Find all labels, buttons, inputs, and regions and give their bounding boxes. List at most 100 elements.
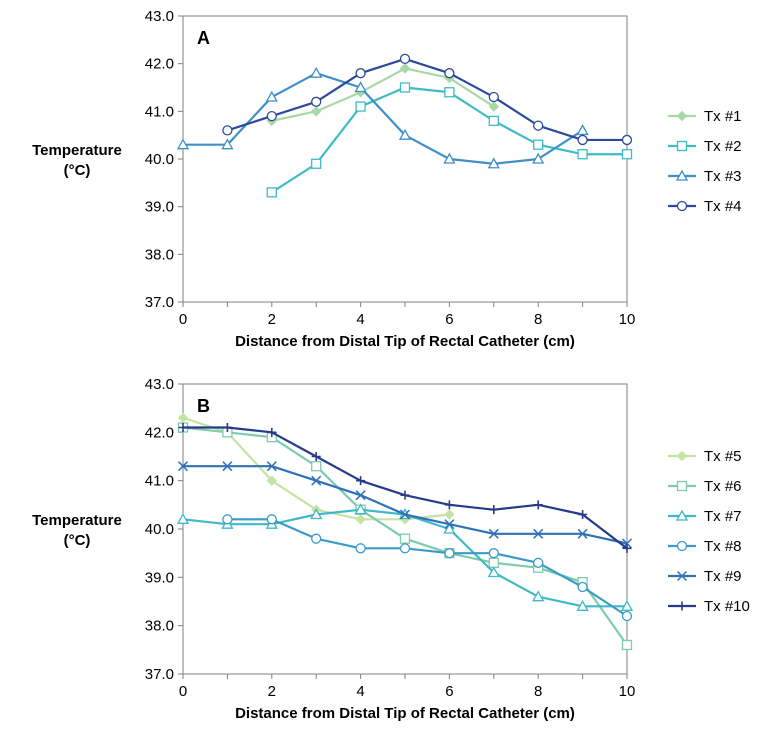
data-point (176, 138, 190, 150)
data-point (399, 533, 411, 544)
data-point (399, 82, 411, 93)
data-point (310, 106, 322, 117)
y-tick-label: 43.0 (145, 8, 174, 25)
series-line (227, 57, 627, 142)
data-point (399, 53, 411, 65)
series-tx3 (176, 66, 589, 169)
data-point (443, 152, 456, 164)
data-point (355, 514, 366, 525)
data-point (354, 81, 367, 93)
data-point (222, 461, 233, 472)
data-point (577, 581, 588, 593)
data-point (577, 528, 588, 539)
legend-label: Tx #4 (704, 198, 742, 215)
y-tick-label: 37.0 (145, 666, 174, 683)
data-point (177, 412, 189, 424)
legend-marker (675, 509, 689, 521)
legend-item-tx7: Tx #7 (668, 508, 742, 525)
legend-label: Tx #6 (704, 478, 742, 495)
x-axis-title: Distance from Distal Tip of Rectal Cathe… (235, 333, 575, 350)
data-point (489, 505, 499, 515)
legend-marker (675, 169, 689, 181)
data-point (576, 599, 589, 611)
data-point (311, 475, 322, 486)
data-point (487, 157, 500, 169)
data-point (311, 158, 322, 169)
y-tick-label: 42.0 (145, 56, 174, 73)
legend-marker (677, 601, 687, 611)
data-point (178, 423, 188, 432)
y-tick-label: 41.0 (145, 473, 174, 490)
data-point (267, 427, 277, 437)
x-axis-title: Distance from Distal Tip of Rectal Cathe… (235, 705, 575, 722)
series-line (271, 86, 627, 194)
data-point (444, 548, 455, 559)
y-tick-label: 37.0 (145, 294, 174, 311)
data-point (265, 90, 278, 102)
data-point (621, 134, 633, 146)
x-tick-label: 6 (445, 683, 453, 700)
legend-marker (676, 200, 688, 212)
data-point (354, 503, 367, 515)
x-tick-label: 0 (179, 311, 187, 328)
data-point (444, 87, 455, 98)
data-point (266, 461, 277, 472)
legend-item-tx10: Tx #10 (668, 598, 750, 615)
data-point (177, 461, 189, 472)
data-point (222, 514, 233, 525)
y-tick-label: 40.0 (145, 151, 174, 168)
y-tick-label: 38.0 (145, 618, 174, 635)
legend-marker (676, 480, 688, 492)
y-axis-title-line1: Temperature (32, 142, 122, 159)
data-point (487, 566, 500, 578)
legend-label: Tx #9 (704, 568, 742, 585)
data-point (311, 461, 322, 472)
data-point (310, 66, 323, 78)
legend-marker (676, 540, 688, 552)
data-point (533, 120, 544, 131)
data-point (399, 543, 411, 554)
data-point (488, 101, 500, 112)
data-point (488, 91, 499, 103)
x-tick-label: 2 (268, 311, 276, 328)
data-point (355, 101, 366, 112)
x-tick-label: 2 (268, 683, 276, 700)
data-point (620, 599, 634, 611)
data-point (355, 68, 366, 79)
series-line (227, 518, 628, 617)
data-point (311, 96, 322, 107)
series-tx2 (266, 82, 633, 198)
data-point (578, 510, 588, 519)
legend-item-tx6: Tx #6 (668, 478, 742, 495)
legend-label: Tx #8 (704, 538, 742, 555)
x-tick-label: 8 (534, 311, 542, 328)
data-point (266, 110, 277, 122)
y-axis-title-line1: Temperature (32, 512, 122, 529)
x-tick-label: 6 (445, 311, 453, 328)
data-point (356, 476, 366, 486)
data-point (443, 522, 456, 534)
data-point (266, 475, 278, 486)
data-point (622, 543, 632, 553)
data-point (577, 149, 588, 160)
legend-item-tx2: Tx #2 (668, 138, 742, 155)
series-line (183, 426, 628, 550)
data-point (532, 152, 545, 164)
data-point (488, 548, 499, 559)
legend-item-tx1: Tx #1 (668, 108, 742, 125)
data-point (311, 533, 322, 544)
data-point (444, 68, 455, 79)
legend-item-tx5: Tx #5 (668, 448, 742, 465)
legend-label: Tx #3 (704, 168, 742, 185)
legend-label: Tx #5 (704, 448, 742, 465)
data-point (311, 452, 321, 461)
legend-label: Tx #10 (704, 598, 750, 615)
legend-item-tx3: Tx #3 (668, 168, 742, 185)
series-tx1 (266, 63, 500, 127)
y-tick-label: 39.0 (145, 569, 174, 586)
data-point (444, 509, 455, 520)
data-point (488, 528, 499, 539)
data-point (533, 500, 543, 510)
series-line (271, 67, 495, 122)
